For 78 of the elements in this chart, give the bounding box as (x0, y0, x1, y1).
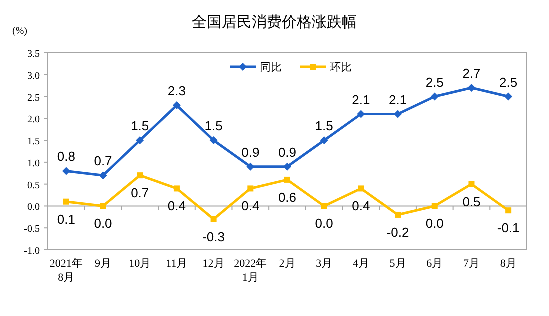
data-label: 0.4 (168, 198, 186, 214)
y-tick-label: -1.0 (24, 246, 40, 257)
x-tick-label: 2022年 1月 (234, 258, 268, 284)
x-tick-label: 12月 (202, 258, 225, 270)
y-tick-label: 3.5 (28, 49, 40, 60)
point (395, 212, 402, 218)
point (172, 102, 181, 110)
data-label: 0.0 (94, 216, 112, 232)
y-tick-label: 2.0 (28, 114, 40, 126)
point (430, 92, 439, 101)
point (248, 186, 254, 192)
x-tick-label: 11月 (166, 258, 188, 270)
data-label: 1.5 (131, 118, 150, 134)
x-tick-label: 5月 (390, 258, 406, 270)
point (137, 172, 144, 179)
point (62, 167, 70, 176)
y-tick-label: 0.0 (28, 202, 40, 214)
point (63, 198, 70, 205)
data-label: -0.3 (202, 229, 226, 244)
data-label: -0.1 (497, 220, 520, 236)
point (210, 136, 218, 145)
point (468, 84, 476, 92)
legend-label: 环比 (330, 61, 352, 74)
x-tick-label: 2021年 8月 (50, 258, 83, 284)
data-label: 0.1 (57, 212, 76, 227)
data-label: 2.3 (168, 84, 186, 99)
point (358, 186, 364, 192)
data-label: 2.1 (352, 92, 370, 108)
point (506, 208, 512, 214)
x-tick-label: 9月 (95, 258, 112, 270)
y-tick-label: 1.0 (28, 158, 40, 170)
data-label: 0.8 (57, 149, 76, 164)
x-tick-label: 8月 (500, 258, 517, 270)
point (432, 203, 438, 210)
point (468, 181, 475, 188)
data-label: 0.7 (131, 186, 150, 201)
data-label: 0.5 (462, 194, 481, 210)
data-label: 0.0 (426, 216, 444, 232)
data-label: 2.7 (462, 66, 481, 82)
data-label: 0.4 (352, 198, 370, 214)
data-label: 2.1 (389, 92, 408, 108)
chart-title: 全国居民消费价格涨跌幅 (192, 14, 357, 31)
data-label: 0.0 (315, 216, 334, 232)
data-label: 2.5 (500, 74, 518, 90)
x-tick-label: 3月 (316, 258, 333, 270)
point (174, 186, 180, 192)
data-label: 0.9 (278, 144, 297, 160)
point (321, 203, 328, 210)
point (320, 136, 328, 145)
data-label: 0.7 (94, 154, 112, 169)
y-tick-label: 2.5 (28, 92, 40, 104)
point (136, 136, 144, 145)
x-tick-label: 10月 (129, 258, 152, 270)
point (284, 176, 290, 183)
y-tick-label: 0.5 (28, 180, 40, 192)
x-tick-label: 4月 (352, 258, 370, 270)
data-label: 0.6 (278, 190, 297, 205)
y-tick-label: 1.5 (28, 136, 40, 148)
point (284, 162, 292, 171)
data-label: 0.9 (242, 144, 260, 160)
x-tick-label: 2月 (279, 258, 296, 270)
point (99, 172, 108, 180)
data-label: 1.5 (315, 118, 334, 134)
point (210, 216, 217, 222)
data-label: 2.5 (426, 74, 444, 90)
point (100, 203, 106, 210)
x-tick-label: 7月 (463, 258, 480, 270)
point (394, 110, 402, 118)
y-tick-label: -0.5 (24, 224, 40, 236)
point (246, 162, 255, 171)
x-tick-label: 6月 (426, 258, 444, 270)
data-label: 0.4 (242, 198, 260, 214)
y-tick-label: 3.0 (28, 70, 40, 82)
data-label: -0.2 (386, 224, 410, 240)
legend-label: 同比 (260, 61, 282, 74)
data-label: 1.5 (204, 118, 223, 134)
point (504, 92, 513, 101)
y-axis-title: (%) (12, 26, 28, 37)
